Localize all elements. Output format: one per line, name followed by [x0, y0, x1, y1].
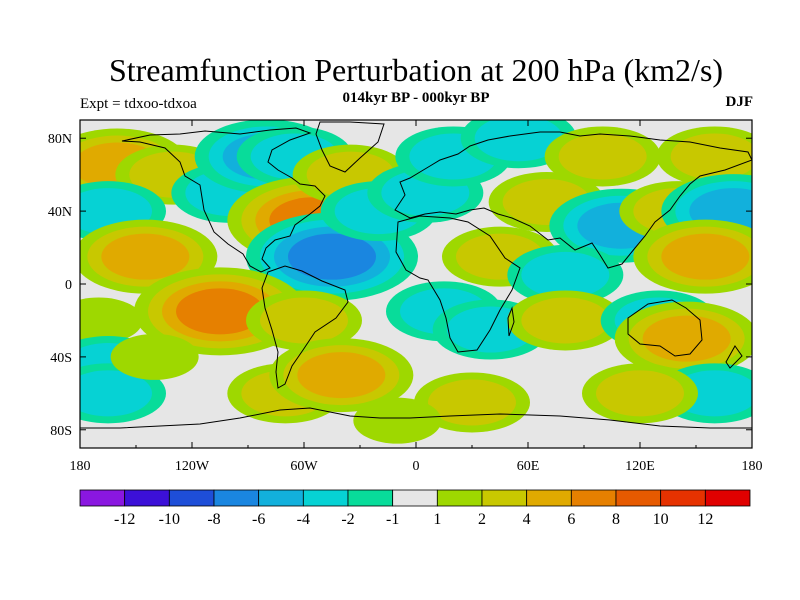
colorbar-label: -12 — [114, 511, 135, 528]
colorbar-swatch — [168, 489, 215, 507]
colorbar-label: -4 — [297, 511, 310, 528]
contour-region-36-level-3 — [642, 315, 731, 362]
x-axis: 180 120W 60W 0 60E 120E 180 — [70, 120, 763, 474]
x-tick-label: 0 — [413, 459, 420, 474]
y-tick-label: 0 — [65, 278, 72, 293]
coastlines — [80, 121, 752, 429]
x-tick-label: 60E — [517, 459, 540, 474]
colorbar-label: -6 — [252, 511, 265, 528]
colorbar-swatch — [704, 489, 751, 507]
colorbar-swatch — [615, 489, 662, 507]
contour-region-23-level-2 — [521, 251, 610, 298]
contour-fills — [80, 120, 752, 444]
colorbar-swatch — [347, 489, 394, 507]
colorbar-swatch — [570, 489, 617, 507]
contour-region-29-level-1 — [110, 333, 199, 380]
contour-region-39-level-2 — [428, 379, 516, 426]
coastline-north-america — [121, 127, 326, 273]
experiment-label: Expt = tdxoo-tdxoa — [80, 96, 197, 112]
season-label: DJF — [726, 94, 754, 110]
coastline-madagascar — [507, 306, 515, 337]
colorbar: -12 -10 -8 -6 -4 -2 -1 1 2 4 6 8 10 12 — [79, 489, 751, 528]
coastline-europe — [394, 131, 752, 269]
colorbar-swatch — [79, 489, 126, 507]
contour-region-25-level-2 — [260, 297, 348, 344]
coastline-south-america — [261, 265, 349, 389]
colorbar-label: -10 — [159, 511, 180, 528]
colorbar-label: 2 — [478, 511, 486, 528]
x-tick-label: 60W — [290, 459, 318, 474]
x-tick-label: 180 — [70, 459, 91, 474]
colorbar-swatch — [258, 489, 304, 507]
map-area — [80, 120, 752, 448]
colorbar-swatch — [660, 489, 706, 507]
coastline-australia — [627, 299, 703, 357]
x-tick-label: 120W — [175, 459, 210, 474]
colorbar-label: -8 — [207, 511, 220, 528]
colorbar-label: 4 — [523, 511, 531, 528]
contour-region-21-level-3 — [661, 233, 750, 280]
x-tick-label: 180 — [742, 459, 763, 474]
contour-region-26-level-1 — [80, 297, 143, 344]
colorbar-label: 12 — [697, 511, 713, 528]
contour-region-31-level-3 — [297, 352, 386, 399]
colorbar-swatch — [481, 489, 528, 507]
contour-region-16-level-2 — [558, 133, 647, 180]
coastline-greenland — [315, 121, 385, 173]
colorbar-label: 8 — [612, 511, 620, 528]
y-tick-label: 80S — [50, 424, 72, 439]
colorbar-swatch — [213, 489, 260, 507]
colorbar-swatch — [392, 489, 438, 507]
colorbar-label: -1 — [386, 511, 399, 528]
x-tick-label: 120E — [625, 459, 655, 474]
colorbar-swatch — [302, 489, 349, 507]
contour-region-4-level-3 — [101, 233, 190, 280]
contour-region-28-level-2 — [80, 370, 152, 417]
contour-region-24-level-4 — [176, 288, 264, 335]
colorbar-label: -2 — [341, 511, 354, 528]
y-axis: 80N 40N 0 40S 80S — [48, 132, 752, 439]
colorbar-label: 10 — [653, 511, 669, 528]
contour-region-34-level-2 — [521, 297, 610, 344]
coastline-new-zealand — [725, 345, 743, 369]
contour-region-10-level-4 — [288, 233, 376, 280]
contour-region-40-level-1 — [353, 397, 442, 444]
y-tick-label: 80N — [48, 132, 72, 147]
colorbar-swatch — [526, 489, 572, 507]
coastline-africa — [395, 215, 521, 353]
colorbar-swatch — [124, 489, 170, 507]
colorbar-label: 1 — [433, 511, 441, 528]
y-tick-label: 40N — [48, 205, 72, 220]
contour-region-38-level-2 — [596, 370, 684, 417]
period-label: 014kyr BP - 000kyr BP — [343, 90, 490, 106]
y-tick-label: 40S — [50, 351, 72, 366]
colorbar-label: 6 — [567, 511, 575, 528]
colorbar-swatch — [436, 489, 483, 507]
chart-title: Streamfunction Perturbation at 200 hPa (… — [109, 52, 723, 88]
contour-region-14-level-2 — [474, 120, 563, 162]
coastline-antarctica — [80, 407, 752, 429]
